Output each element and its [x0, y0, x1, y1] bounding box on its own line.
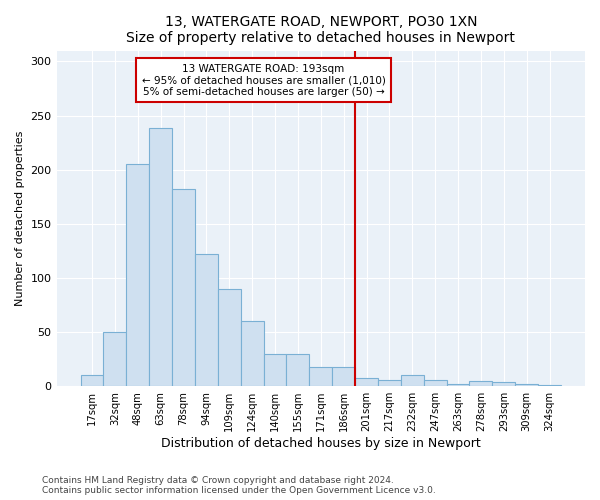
Bar	[424, 380, 446, 386]
Bar	[538, 385, 561, 386]
Bar	[263, 354, 286, 386]
Bar	[80, 376, 103, 386]
X-axis label: Distribution of detached houses by size in Newport: Distribution of detached houses by size …	[161, 437, 481, 450]
Bar	[218, 289, 241, 386]
Bar	[355, 378, 378, 386]
Bar	[378, 380, 401, 386]
Bar	[127, 164, 149, 386]
Bar	[241, 321, 263, 386]
Bar	[149, 128, 172, 386]
Bar	[103, 332, 127, 386]
Title: 13, WATERGATE ROAD, NEWPORT, PO30 1XN
Size of property relative to detached hous: 13, WATERGATE ROAD, NEWPORT, PO30 1XN Si…	[127, 15, 515, 45]
Bar	[446, 384, 469, 386]
Bar	[493, 382, 515, 386]
Bar	[515, 384, 538, 386]
Bar	[310, 366, 332, 386]
Bar	[286, 354, 310, 386]
Bar	[401, 376, 424, 386]
Text: 13 WATERGATE ROAD: 193sqm
← 95% of detached houses are smaller (1,010)
5% of sem: 13 WATERGATE ROAD: 193sqm ← 95% of detac…	[142, 64, 386, 96]
Bar	[469, 381, 493, 386]
Bar	[332, 366, 355, 386]
Bar	[195, 254, 218, 386]
Text: Contains HM Land Registry data © Crown copyright and database right 2024.
Contai: Contains HM Land Registry data © Crown c…	[42, 476, 436, 495]
Bar	[172, 189, 195, 386]
Y-axis label: Number of detached properties: Number of detached properties	[15, 130, 25, 306]
